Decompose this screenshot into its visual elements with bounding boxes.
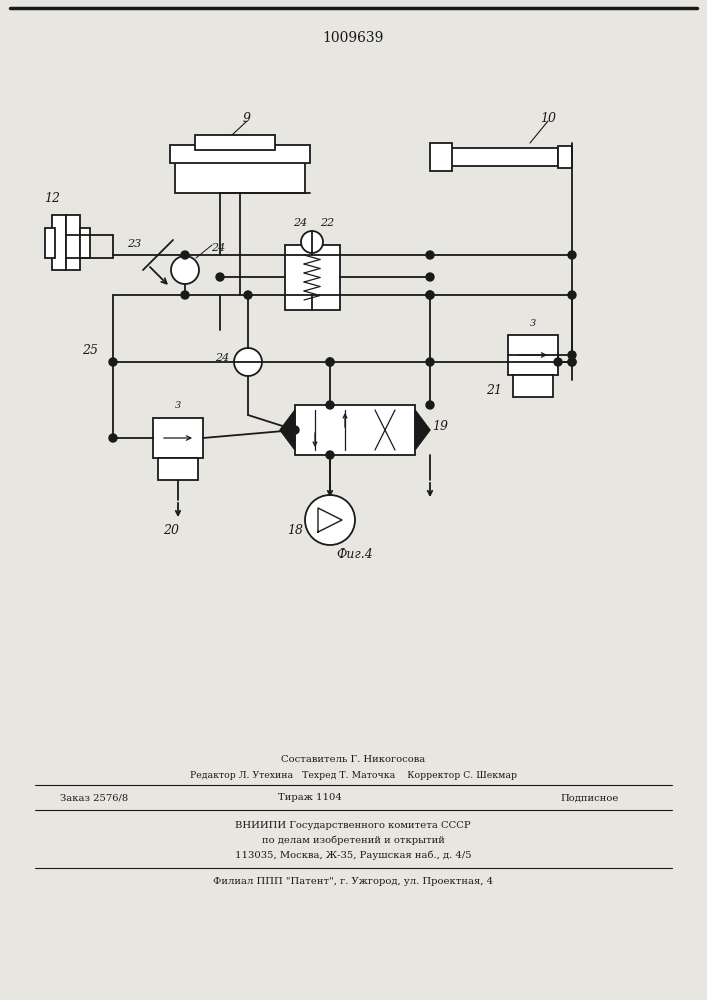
Circle shape — [326, 401, 334, 409]
Text: Составитель Г. Никогосова: Составитель Г. Никогосова — [281, 756, 425, 764]
Bar — [153, 418, 203, 458]
Bar — [513, 375, 553, 397]
Circle shape — [244, 291, 252, 299]
Text: 21: 21 — [486, 383, 502, 396]
Bar — [508, 335, 558, 375]
Text: 9: 9 — [243, 111, 251, 124]
Bar — [175, 155, 305, 193]
Circle shape — [234, 348, 262, 376]
Circle shape — [301, 231, 323, 253]
Text: 10: 10 — [540, 111, 556, 124]
Text: 3: 3 — [530, 318, 536, 328]
Circle shape — [426, 273, 434, 281]
Text: 20: 20 — [163, 524, 179, 536]
Circle shape — [426, 251, 434, 259]
Bar — [158, 458, 198, 480]
Text: Фиг.4: Фиг.4 — [337, 548, 373, 562]
Text: 24: 24 — [293, 218, 307, 228]
Circle shape — [426, 291, 434, 299]
Text: 22: 22 — [320, 218, 334, 228]
Circle shape — [568, 291, 576, 299]
Text: 24: 24 — [211, 243, 225, 253]
Circle shape — [181, 251, 189, 259]
Text: Филиал ППП "Патент", г. Ужгород, ул. Проектная, 4: Филиал ППП "Патент", г. Ужгород, ул. Про… — [213, 878, 493, 886]
Text: 25: 25 — [82, 344, 98, 357]
Circle shape — [568, 358, 576, 366]
Polygon shape — [280, 410, 295, 450]
Circle shape — [109, 434, 117, 442]
Circle shape — [171, 256, 199, 284]
Circle shape — [426, 401, 434, 409]
Circle shape — [568, 358, 576, 366]
Bar — [285, 245, 340, 310]
Text: 23: 23 — [127, 239, 141, 249]
Bar — [448, 148, 558, 166]
Circle shape — [568, 351, 576, 359]
Circle shape — [554, 358, 562, 366]
Circle shape — [296, 291, 304, 299]
Circle shape — [216, 273, 224, 281]
Text: 113035, Москва, Ж-35, Раушская наб., д. 4/5: 113035, Москва, Ж-35, Раушская наб., д. … — [235, 850, 472, 860]
Circle shape — [109, 358, 117, 366]
Text: 1009639: 1009639 — [322, 31, 384, 45]
Circle shape — [326, 358, 334, 366]
Text: 24: 24 — [215, 353, 229, 363]
Circle shape — [305, 495, 355, 545]
Text: ВНИИПИ Государственного комитета СССР: ВНИИПИ Государственного комитета СССР — [235, 820, 471, 830]
Circle shape — [326, 358, 334, 366]
Bar — [195, 135, 275, 150]
Bar — [558, 146, 572, 168]
Text: по делам изобретений и открытий: по делам изобретений и открытий — [262, 835, 445, 845]
Circle shape — [426, 358, 434, 366]
Text: 19: 19 — [432, 420, 448, 434]
Bar — [170, 145, 310, 163]
Circle shape — [296, 251, 304, 259]
Text: 18: 18 — [287, 524, 303, 536]
Circle shape — [326, 451, 334, 459]
Text: Тираж 1104: Тираж 1104 — [278, 794, 342, 802]
Bar — [80, 228, 90, 258]
Text: 3: 3 — [175, 401, 181, 410]
Circle shape — [181, 291, 189, 299]
Bar — [66, 215, 80, 270]
Bar — [45, 228, 55, 258]
Circle shape — [291, 426, 299, 434]
Bar — [52, 215, 66, 270]
Text: Редактор Л. Утехина   Техред Т. Маточка    Корректор С. Шекмар: Редактор Л. Утехина Техред Т. Маточка Ко… — [189, 770, 517, 780]
Circle shape — [568, 251, 576, 259]
Bar — [430, 143, 452, 171]
Text: 12: 12 — [44, 192, 60, 205]
Bar — [295, 405, 415, 455]
Text: Заказ 2576/8: Заказ 2576/8 — [60, 794, 128, 802]
Polygon shape — [415, 410, 430, 450]
Text: Подписное: Подписное — [561, 794, 619, 802]
Circle shape — [426, 291, 434, 299]
